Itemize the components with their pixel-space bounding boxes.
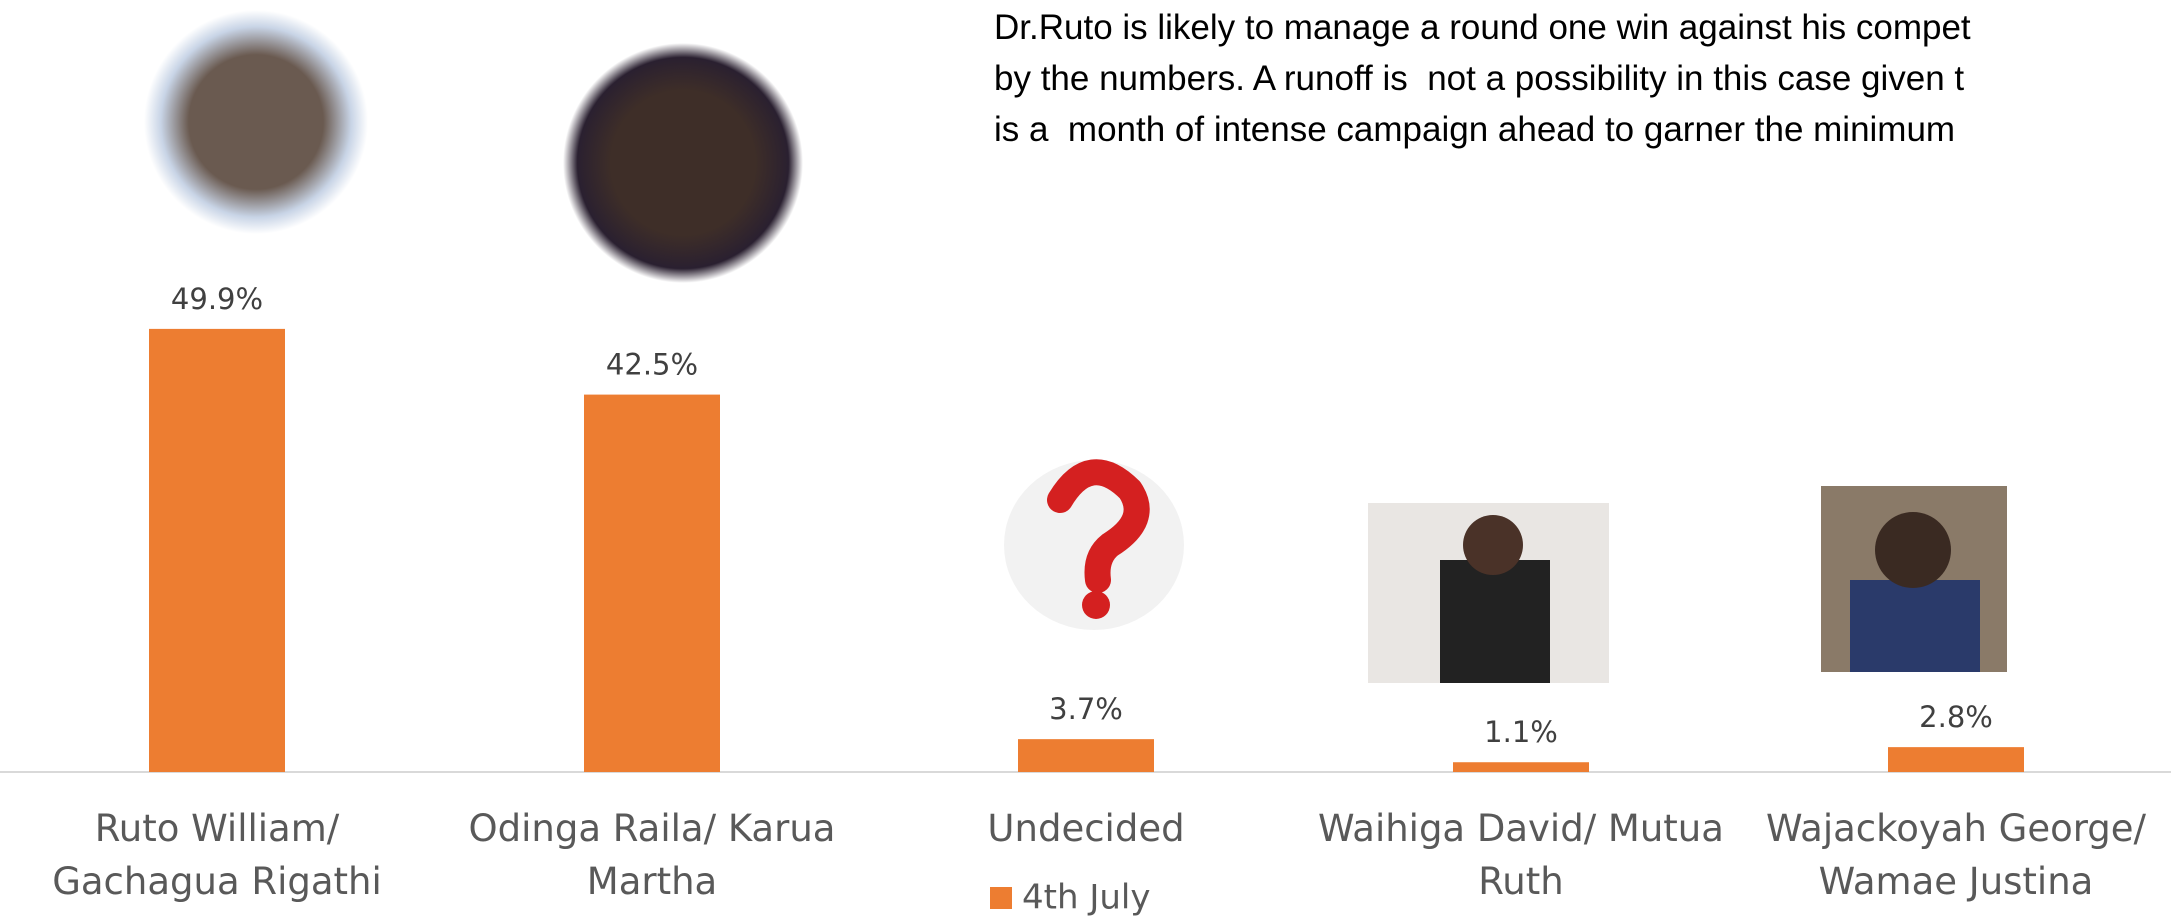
bar: [149, 329, 285, 772]
annotation-line: is a month of intense campaign ahead to …: [994, 110, 1955, 150]
bar: [1453, 762, 1589, 772]
bar: [1888, 747, 2024, 772]
annotation-line: Dr.Ruto is likely to manage a round one …: [994, 8, 1971, 48]
annotation-line: by the numbers. A runoff is not a possib…: [994, 59, 1964, 99]
x-tick-label: Undecided: [871, 802, 1301, 855]
data-label: 3.7%: [1049, 692, 1123, 726]
data-label: 2.8%: [1919, 700, 1993, 734]
x-tick-label: Wajackoyah George/ Wamae Justina: [1741, 802, 2171, 908]
x-tick-label: Ruto William/ Gachagua Rigathi: [2, 802, 432, 908]
page: 49.9% 42.5% 3.7% 1.1% 2.8% 4th July Dr.Ruto i…: [0, 0, 2171, 917]
legend-label: 4th July: [1022, 878, 1150, 917]
data-label: 49.9%: [171, 282, 263, 316]
x-tick-label: Odinga Raila/ Karua Martha: [437, 802, 867, 908]
x-tick-label: Waihiga David/ Mutua Ruth: [1306, 802, 1736, 908]
data-label: 42.5%: [606, 348, 698, 382]
data-label: 1.1%: [1484, 715, 1558, 749]
bar: [584, 395, 720, 772]
legend-swatch: [990, 887, 1012, 909]
bar: [1018, 739, 1154, 772]
